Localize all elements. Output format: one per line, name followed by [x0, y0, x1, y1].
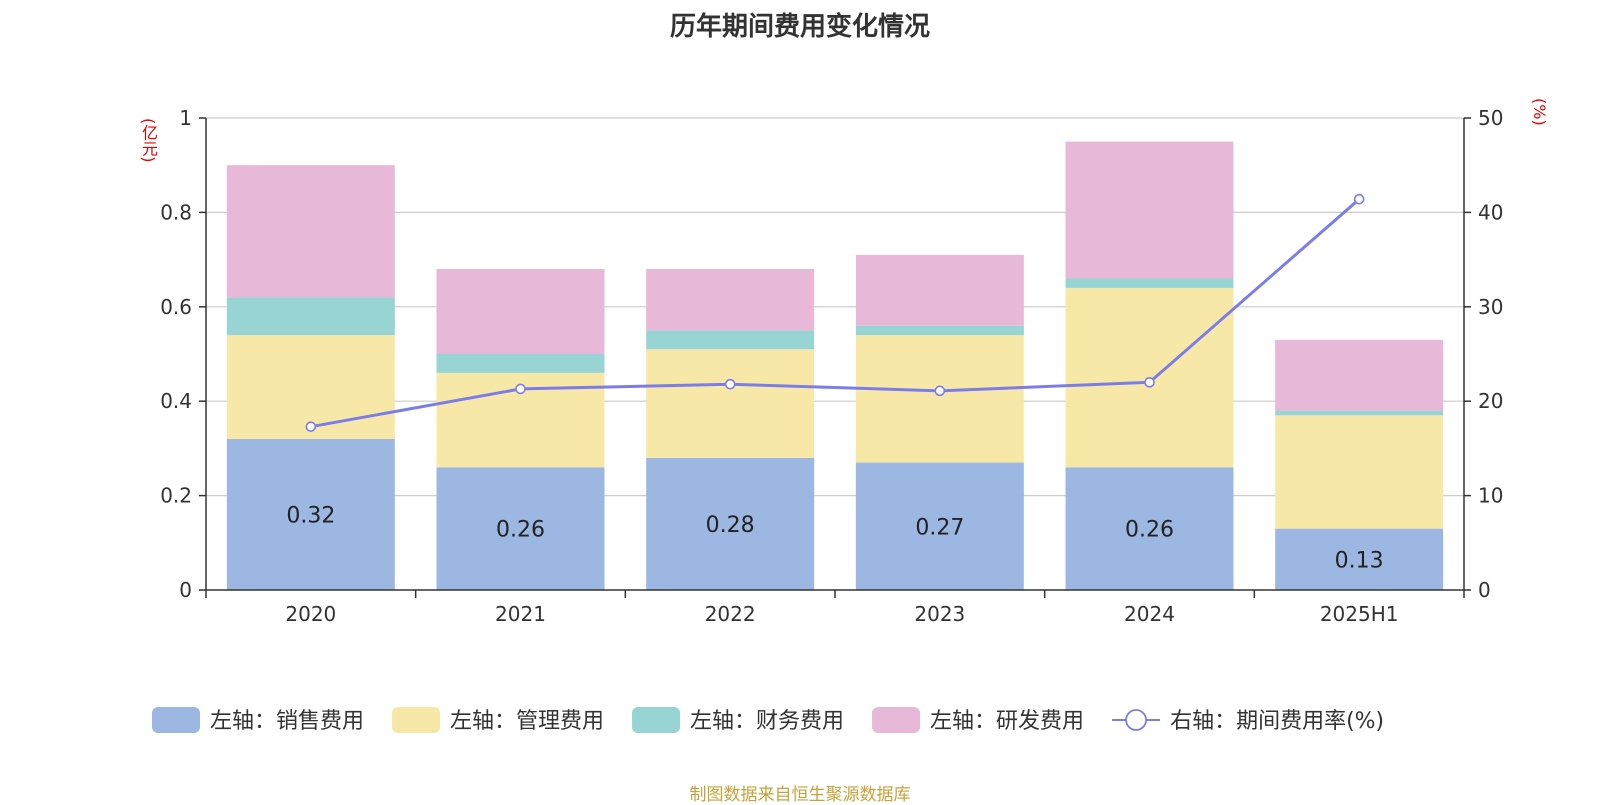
legend-swatch [392, 707, 441, 733]
legend-swatch [152, 707, 200, 733]
legend-label: 右轴：期间费用率(%) [1170, 709, 1384, 734]
bar-segment [646, 330, 815, 350]
x-tick-label: 2023 [914, 602, 965, 626]
x-tick-label: 2025H1 [1320, 602, 1399, 626]
right-tick-label: 20 [1478, 389, 1503, 413]
right-tick-label: 50 [1478, 106, 1503, 130]
legend-marker [1125, 709, 1147, 731]
bar-data-label: 0.26 [496, 518, 545, 543]
bar-data-label: 0.32 [286, 503, 335, 528]
bar-segment [1275, 339, 1444, 411]
rate-line [310, 198, 1361, 429]
bar-data-label: 0.13 [1335, 548, 1384, 573]
bar-data-label: 0.28 [706, 513, 755, 538]
legend-label: 左轴：销售费用 [210, 709, 364, 734]
x-tick-label: 2020 [285, 602, 336, 626]
bar-layer: 0.32 0.26 0.28 0.27 0.26 0.13 [226, 141, 1444, 590]
left-tick-label: 1 [179, 106, 192, 130]
rate-point [1353, 193, 1365, 205]
rate-point [724, 378, 736, 390]
grid-lines [206, 117, 1464, 497]
bar-segment [1275, 528, 1444, 590]
legend-swatch [632, 707, 681, 733]
left-axis-unit: (亿元) [139, 118, 158, 163]
data-source-footer: 制图数据来自恒生聚源数据库 [689, 785, 911, 805]
left-tick-label: 0.4 [160, 389, 192, 413]
bar-segment [1065, 141, 1234, 279]
legend: 左轴：销售费用 左轴：管理费用 左轴：财务费用 左轴：研发费用 右轴：期间费用率(%) [152, 707, 1384, 734]
bar-segment [855, 254, 1024, 326]
bar-segment [855, 462, 1024, 590]
right-tick-label: 40 [1478, 200, 1503, 224]
bar-segment [1065, 467, 1234, 590]
legend-swatch [872, 707, 921, 733]
bar-segment [646, 269, 815, 331]
legend-label: 左轴：财务费用 [690, 709, 844, 734]
left-tick-label: 0.6 [160, 295, 192, 319]
bar-segment [1065, 278, 1234, 288]
bar-segment [646, 457, 815, 590]
left-tick-label: 0.2 [160, 484, 192, 508]
left-tick-label: 0.8 [160, 200, 192, 224]
rate-point [305, 421, 317, 432]
chart-title: 历年期间费用变化情况 [669, 12, 930, 42]
bar-segment [855, 335, 1024, 463]
x-tick-label: 2022 [705, 602, 756, 626]
bar-segment [436, 354, 605, 373]
right-tick-label: 10 [1478, 484, 1503, 508]
bar-segment [226, 438, 395, 590]
rate-point [515, 383, 526, 395]
right-tick-label: 30 [1478, 295, 1503, 319]
bar-data-label: 0.27 [915, 515, 964, 540]
legend-label: 左轴：研发费用 [930, 709, 1084, 734]
bar-segment [1275, 415, 1444, 529]
bar-segment [646, 349, 815, 458]
right-tick-label: 0 [1478, 578, 1491, 602]
left-tick-label: 0 [179, 578, 192, 602]
right-axis-unit: (%) [1530, 98, 1549, 126]
legend-label: 左轴：管理费用 [450, 709, 604, 734]
x-tick-label: 2024 [1124, 602, 1175, 626]
bar-segment [436, 269, 605, 354]
bar-segment [226, 297, 395, 336]
line-layer [305, 193, 1365, 432]
bar-segment [226, 165, 395, 298]
bar-data-label: 0.26 [1125, 518, 1174, 543]
x-tick-label: 2021 [495, 602, 546, 626]
bar-segment [1275, 410, 1444, 416]
bar-segment [855, 325, 1024, 336]
bar-segment [436, 467, 605, 590]
rate-point [1144, 377, 1155, 388]
rate-point [934, 385, 946, 397]
